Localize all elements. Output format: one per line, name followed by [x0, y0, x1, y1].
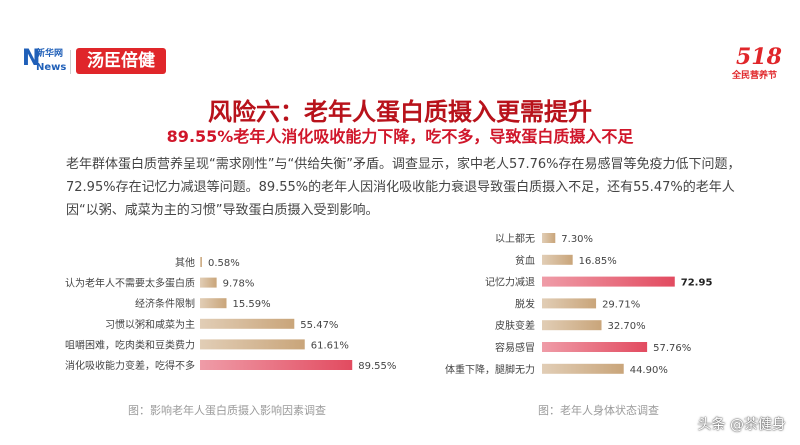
factor-category-label: 消化吸收能力变差，吃得不多 [65, 359, 195, 372]
factor-category-label: 认为老年人不需要太多蛋白质 [65, 277, 195, 290]
factor-chart-caption: 图：影响老年人蛋白质摄入影响因素调查 [128, 403, 326, 417]
status-value-label: 32.70% [608, 321, 646, 332]
watermark: 头条 @茶健身 [697, 417, 786, 433]
status-category-label: 体重下降，腿脚无力 [445, 363, 535, 376]
summary-paragraph: 老年群体蛋白质营养呈现“需求刚性”与“供给失衡”矛盾。调查显示，家中老人57.7… [66, 157, 741, 218]
page-subtitle: 89.55%老年人消化吸收能力下降，吃不多，导致蛋白质摄入不足 [166, 127, 634, 146]
xinhua-logo: N 新华网 News [22, 42, 67, 78]
factor-value-label: 55.47% [300, 320, 338, 331]
event-logo-text: 全民营养节 [732, 71, 778, 81]
factor-bar [200, 277, 217, 288]
status-value-label: 44.90% [630, 365, 668, 376]
factor-bar [200, 360, 353, 370]
factor-bar [200, 318, 295, 329]
status-category-label: 以上都无 [495, 233, 535, 245]
status-value-label: 16.85% [579, 256, 617, 267]
status-category-label: 皮肤变差 [495, 319, 535, 332]
event-logo: 518 全民营养节 [730, 44, 790, 84]
status-category-label: 贫血 [515, 254, 535, 267]
factor-value-label: 89.55% [358, 361, 396, 372]
status-bar [542, 342, 648, 352]
status-category-label: 脱发 [515, 297, 535, 310]
status-bar [542, 298, 597, 309]
factor-value-label: 0.58% [208, 258, 240, 269]
logo-divider [70, 50, 71, 74]
status-category-label: 记忆力减退 [485, 276, 535, 289]
factor-bar [200, 257, 202, 267]
factor-value-label: 9.78% [223, 279, 255, 290]
status-bar [542, 233, 556, 243]
factor-category-label: 其他 [175, 256, 195, 269]
factor-category-label: 习惯以粥和咸菜为主 [105, 318, 195, 331]
status-value-label: 72.95 [681, 278, 713, 289]
factor-bar [200, 298, 227, 309]
factor-category-label: 咀嚼困难，吃肉类和豆类费力 [65, 338, 195, 351]
page-title: 风险六：老年人蛋白质摄入更需提升 [208, 98, 592, 126]
factor-value-label: 15.59% [233, 299, 271, 310]
event-logo-number: 518 [736, 44, 782, 70]
status-value-label: 29.71% [602, 299, 640, 310]
factor-category-label: 经济条件限制 [135, 297, 195, 310]
status-bar [542, 254, 573, 265]
status-value-label: 7.30% [561, 234, 593, 245]
xinhua-logo-text: 新华网 [36, 49, 64, 59]
status-chart-caption: 图：老年人身体状态调查 [538, 403, 659, 417]
brand-logo: 汤臣倍健 [76, 48, 166, 74]
xinhua-logo-news: News [36, 62, 67, 73]
factor-value-label: 61.61% [311, 340, 349, 351]
status-bar [542, 363, 624, 374]
xinhua-logo-mark: N [22, 46, 41, 71]
factor-bar [200, 339, 305, 350]
status-category-label: 容易感冒 [495, 341, 535, 354]
status-bar [542, 320, 602, 331]
status-bar [542, 276, 675, 287]
status-value-label: 57.76% [653, 343, 691, 354]
